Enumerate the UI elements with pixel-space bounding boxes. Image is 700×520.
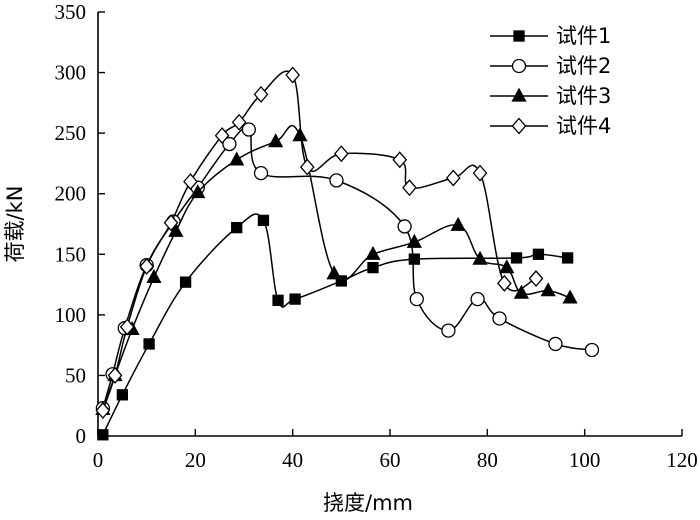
data-point	[285, 66, 301, 84]
data-point	[409, 291, 424, 307]
data-point	[397, 219, 412, 234]
data-point	[365, 245, 381, 260]
x-tick-label: 0	[93, 448, 104, 472]
data-point	[329, 173, 344, 188]
data-point	[470, 291, 485, 307]
data-point	[143, 338, 155, 350]
legend-item: 试件3	[490, 84, 611, 108]
data-point	[168, 222, 184, 237]
series-line	[102, 213, 568, 436]
legend-label: 试件3	[556, 84, 611, 108]
y-tick-label: 300	[55, 61, 87, 85]
x-tick-label: 80	[477, 448, 498, 472]
data-point	[499, 259, 515, 274]
data-point	[528, 270, 544, 288]
series-2	[95, 122, 600, 416]
x-axis-title: 挠度/mm	[323, 491, 413, 515]
data-point	[253, 165, 269, 181]
y-tick-label: 0	[76, 424, 87, 448]
data-point	[561, 252, 574, 264]
legend-item: 试件1	[490, 24, 611, 48]
data-point	[257, 214, 270, 227]
y-tick-label: 250	[55, 121, 87, 145]
data-point	[333, 145, 349, 163]
legend: 试件1 试件2 试件3 试件4	[490, 24, 611, 138]
legend-label: 试件4	[556, 114, 611, 138]
data-point	[272, 294, 284, 306]
data-point	[214, 127, 230, 145]
data-point	[97, 429, 109, 441]
data-point	[146, 268, 162, 283]
data-point	[268, 133, 284, 148]
data-point	[299, 158, 315, 176]
data-point	[139, 257, 155, 275]
data-point	[163, 214, 179, 232]
data-point	[116, 389, 128, 401]
data-point	[562, 289, 578, 304]
legend-marker	[511, 117, 527, 135]
data-point	[119, 318, 135, 336]
data-point	[441, 323, 456, 338]
data-point	[492, 311, 507, 326]
x-ticks: 0 20 40 60 80 100 120	[93, 429, 698, 472]
data-point	[367, 261, 379, 274]
data-point	[392, 151, 408, 169]
data-point	[450, 216, 466, 231]
legend-marker	[513, 30, 525, 42]
series-1	[97, 213, 574, 441]
data-point	[241, 122, 257, 137]
data-point	[183, 173, 198, 191]
data-point	[190, 184, 206, 199]
legend-label: 试件1	[556, 24, 611, 48]
series-layer	[95, 66, 600, 441]
data-point	[472, 164, 488, 182]
legend-marker	[511, 58, 527, 74]
y-tick-label: 150	[55, 242, 87, 266]
data-point	[231, 221, 243, 234]
data-point	[513, 284, 529, 299]
y-tick-label: 350	[55, 0, 87, 24]
y-tick-label: 100	[55, 303, 87, 327]
y-tick-label: 200	[55, 182, 87, 206]
data-point	[532, 248, 545, 260]
y-axis-title: 荷载/kN	[3, 186, 27, 263]
legend-item: 试件4	[490, 114, 611, 138]
data-point	[289, 293, 301, 305]
legend-item: 试件2	[490, 54, 611, 78]
series-line	[102, 127, 593, 409]
data-point	[510, 252, 523, 264]
y-tick-label: 50	[65, 363, 86, 387]
series-4	[95, 66, 544, 420]
series-3	[95, 125, 578, 415]
data-point	[402, 179, 417, 197]
data-point	[408, 253, 420, 265]
data-point	[548, 336, 563, 352]
data-point	[222, 136, 237, 152]
data-point	[292, 127, 308, 142]
data-point	[231, 113, 247, 131]
x-tick-label: 20	[185, 448, 206, 472]
data-point	[229, 151, 245, 166]
data-point	[540, 282, 556, 297]
x-tick-label: 100	[569, 448, 601, 472]
legend-label: 试件2	[556, 54, 611, 78]
x-tick-label: 40	[282, 448, 303, 472]
data-point	[584, 342, 600, 358]
data-point	[253, 85, 269, 103]
x-tick-label: 120	[666, 448, 698, 472]
data-point	[497, 274, 512, 292]
data-point	[107, 366, 123, 384]
data-point	[472, 250, 488, 265]
data-point	[406, 233, 422, 248]
data-point	[445, 169, 461, 187]
data-point	[179, 276, 192, 288]
data-point	[326, 265, 342, 280]
x-tick-label: 60	[380, 448, 401, 472]
legend-marker	[511, 87, 527, 102]
data-point	[95, 402, 111, 420]
